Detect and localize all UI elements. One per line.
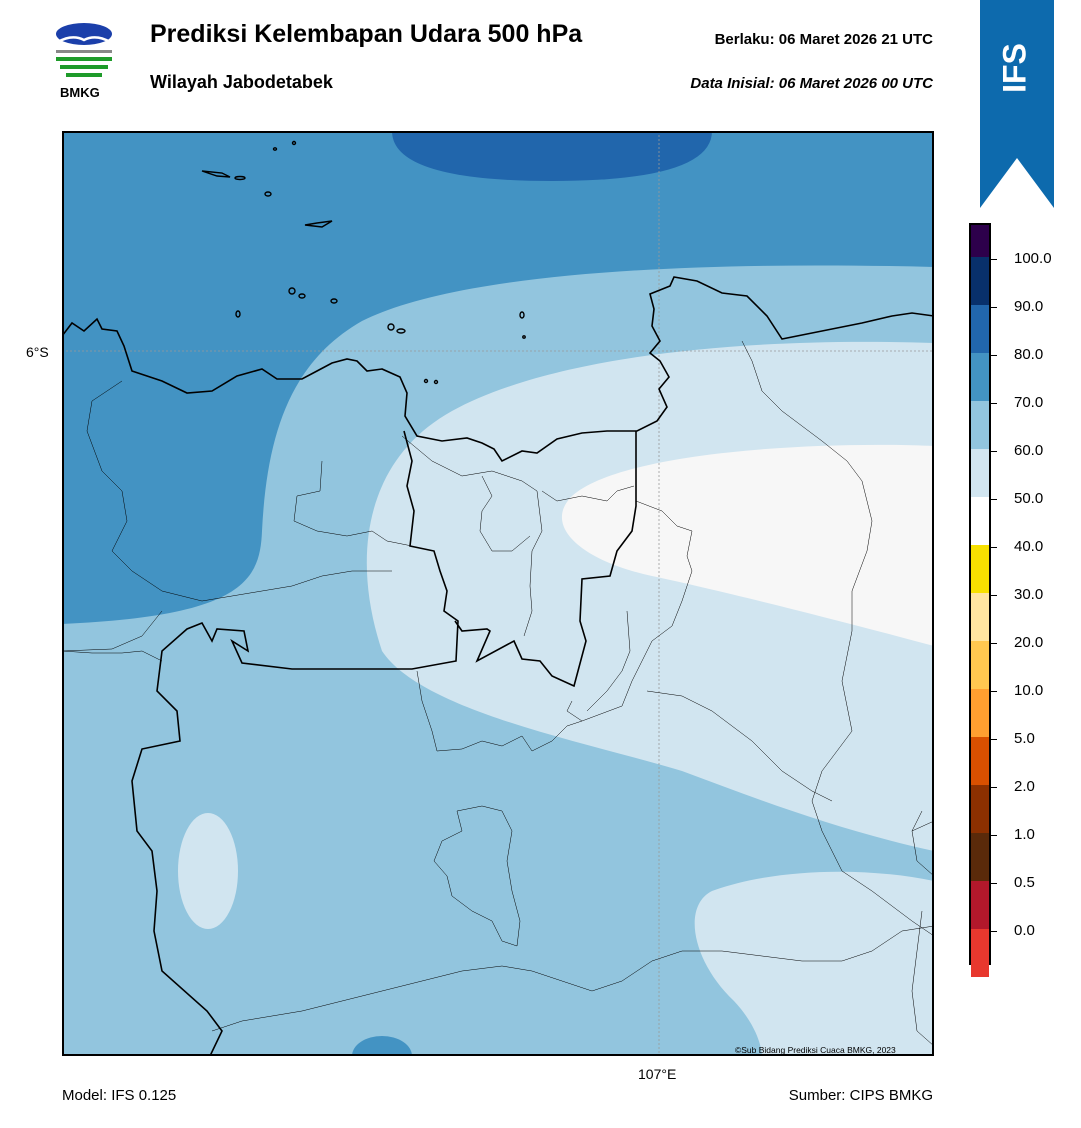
ifs-badge: IFS [980, 0, 1054, 208]
colorbar-tick [991, 451, 997, 452]
colorbar-segment [971, 641, 989, 689]
longitude-label: 107°E [638, 1066, 677, 1082]
colorbar-tick [991, 403, 997, 404]
colorbar-tick [991, 595, 997, 596]
model-label: Model: IFS 0.125 [62, 1087, 177, 1104]
colorbar-label: 5.0 [1014, 730, 1035, 747]
humidity-40-50-area [561, 444, 934, 646]
colorbar-segment [971, 833, 989, 881]
colorbar-tick [991, 883, 997, 884]
colorbar-segment [971, 929, 989, 977]
colorbar-label: 2.0 [1014, 778, 1035, 795]
colorbar-label: 10.0 [1014, 682, 1044, 699]
initial-time: Data Inisial: 06 Maret 2026 00 UTC [690, 75, 933, 92]
colorbar-segment [971, 593, 989, 641]
map-credit: ©Sub Bidang Prediksi Cuaca BMKG, 2023 [735, 1045, 896, 1055]
province-boundary-jakarta [454, 431, 637, 688]
colorbar-tick [991, 835, 997, 836]
latitude-label: 6°S [26, 344, 49, 360]
colorbar-label: 0.0 [1014, 922, 1035, 939]
colorbar-label: 1.0 [1014, 826, 1035, 843]
colorbar-label: 40.0 [1014, 538, 1044, 555]
bmkg-logo [56, 23, 112, 77]
map-subtitle: Wilayah Jabodetabek [150, 72, 333, 92]
colorbar-segment [971, 545, 989, 593]
colorbar [969, 223, 991, 977]
regency-boundaries [62, 340, 934, 1047]
colorbar-tick [991, 547, 997, 548]
logo-text: BMKG [60, 85, 100, 100]
colorbar-tick [991, 643, 997, 644]
province-boundary-banten [131, 430, 459, 1056]
colorbar-segment [971, 353, 989, 401]
valid-time: Berlaku: 06 Maret 2026 21 UTC [714, 31, 933, 48]
colorbar-segment [971, 737, 989, 785]
colorbar-label: 90.0 [1014, 298, 1044, 315]
colorbar-tick [991, 259, 997, 260]
humidity-50-60-area-southeast [694, 871, 934, 1056]
colorbar-tick [991, 931, 997, 932]
colorbar-segment [971, 881, 989, 929]
humidity-80-90-area [392, 131, 712, 181]
colorbar-segment [971, 497, 989, 545]
badge-label: IFS [996, 43, 1032, 93]
map-frame [62, 131, 934, 1056]
colorbar-segment [971, 257, 989, 305]
colorbar-label: 60.0 [1014, 442, 1044, 459]
humidity-50-60-area-west [178, 813, 238, 929]
colorbar-label: 80.0 [1014, 346, 1044, 363]
colorbar-label: 70.0 [1014, 394, 1044, 411]
colorbar-label: 100.0 [1014, 250, 1052, 267]
colorbar-label: 20.0 [1014, 634, 1044, 651]
colorbar-segment [971, 225, 989, 257]
colorbar-tick [991, 307, 997, 308]
coastline [62, 276, 934, 463]
colorbar-label: 30.0 [1014, 586, 1044, 603]
map-panel [62, 131, 934, 1056]
colorbar-tick [991, 499, 997, 500]
colorbar-segment [971, 305, 989, 353]
map-title: Prediksi Kelembapan Udara 500 hPa [150, 20, 583, 48]
colorbar-label: 0.5 [1014, 874, 1035, 891]
colorbar-tick [991, 739, 997, 740]
colorbar-segment [971, 449, 989, 497]
source-label: Sumber: CIPS BMKG [788, 1087, 933, 1104]
humidity-70-80-area-south [352, 1036, 412, 1056]
colorbar-segment [971, 785, 989, 833]
colorbar-tick [991, 787, 997, 788]
colorbar-tick [991, 355, 997, 356]
thousand-islands [201, 140, 526, 385]
colorbar-segment [971, 401, 989, 449]
colorbar-segment [971, 689, 989, 737]
colorbar-label: 50.0 [1014, 490, 1044, 507]
colorbar-tick [991, 691, 997, 692]
